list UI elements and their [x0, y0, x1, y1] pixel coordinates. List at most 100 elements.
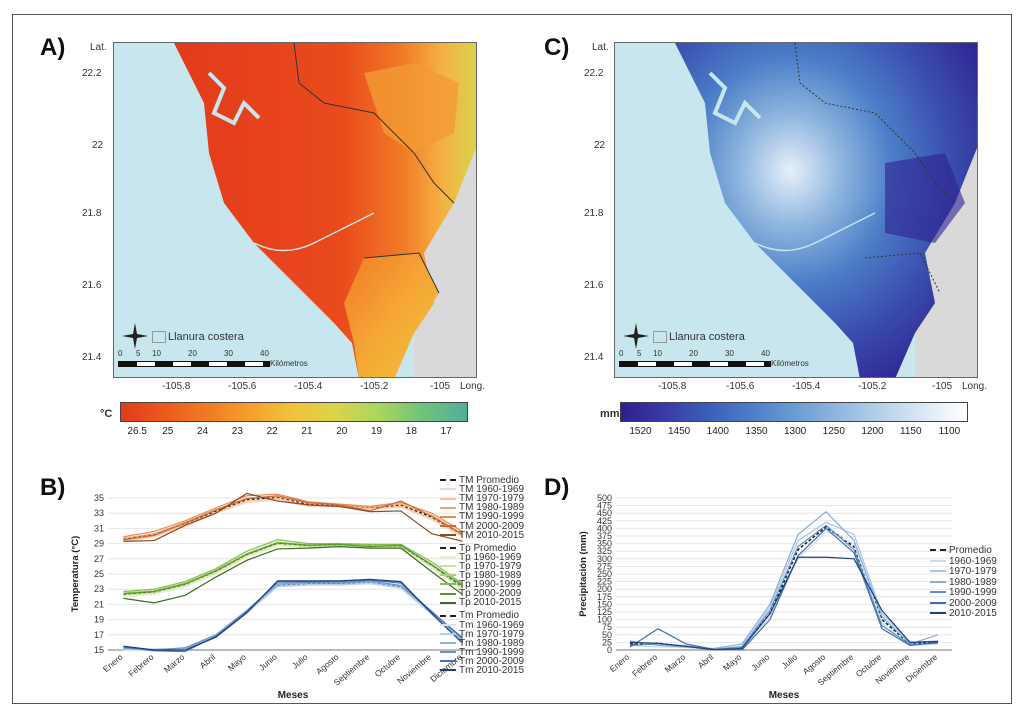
y-tick-label: 275 — [597, 561, 612, 571]
y-tick-label: 125 — [597, 607, 612, 617]
series-line — [123, 582, 463, 651]
y-tick-label: 300 — [597, 554, 612, 564]
y-tick-label: 375 — [597, 531, 612, 541]
x-tick-label: Abril — [696, 652, 716, 671]
legend-swatch — [930, 570, 946, 573]
temperature-map-graphic — [174, 43, 476, 377]
long-tick-5: -105 — [430, 381, 451, 392]
legend-label: Promedio — [949, 545, 992, 556]
y-tick-label: 31 — [94, 523, 104, 533]
scale-bar — [118, 361, 270, 367]
legend-label: 1990-1999 — [949, 587, 997, 598]
y-tick-label: 0 — [607, 645, 612, 655]
legend-entry: Tp 2010-2015 — [440, 597, 521, 608]
legend-label: Tm 1990-1999 — [459, 646, 525, 658]
x-tick-label: Julio — [290, 652, 310, 671]
series-line — [123, 495, 463, 541]
lat-tick-5: 21.4 — [82, 352, 102, 363]
x-tick-label: Junio — [749, 652, 771, 673]
precipitation-map-graphic — [675, 43, 977, 377]
long-tick-2-c: -105.6 — [726, 381, 755, 392]
colorbar-tick: 26.5 — [127, 426, 147, 437]
colorbar-tick: 22 — [266, 426, 278, 437]
legend-swatch — [930, 612, 946, 615]
y-axis-label: Temperatura (°C) — [70, 536, 81, 612]
legend-label: Tp 2000-2009 — [459, 588, 522, 600]
compass-rose-icon — [122, 323, 148, 349]
y-tick-label: 17 — [94, 630, 104, 640]
legend-swatch — [440, 524, 456, 527]
scale-tick-5: 5 — [136, 349, 141, 358]
scale-unit: Kilómetros — [771, 359, 809, 368]
series-line — [123, 580, 463, 651]
legend-swatch — [440, 488, 456, 491]
southern-highlands — [344, 253, 439, 377]
series-line — [123, 493, 463, 538]
long-tick-5-c: -105 — [932, 381, 953, 392]
y-tick-label: 150 — [597, 599, 612, 609]
long-tick-3: -105.4 — [294, 381, 323, 392]
legend-label: 1960-1969 — [949, 555, 997, 567]
northern-highlands — [364, 63, 459, 153]
legend-entry: Tm 1970-1979 — [440, 629, 524, 640]
legend-label: Tm 2010-2015 — [459, 665, 525, 676]
legend-label: Tm 1960-1969 — [459, 619, 525, 631]
legend-label: TM 1970-1979 — [459, 493, 525, 505]
legend-swatch — [930, 580, 946, 583]
colorbar-tick: 18 — [405, 426, 417, 437]
lat-tick-5-c: 21.4 — [584, 352, 604, 363]
y-tick-label: 25 — [602, 637, 612, 647]
y-tick-label: 27 — [94, 554, 104, 564]
x-tick-label: Marzo — [162, 652, 187, 675]
series-line — [123, 543, 463, 596]
legend-entry: Tm 1960-1969 — [440, 620, 524, 631]
legend-swatch — [440, 479, 456, 482]
legend-label: TM 1980-1989 — [459, 502, 525, 514]
legend-entry: Tm 2010-2015 — [440, 665, 524, 676]
lat-tick-1: 22.2 — [82, 68, 102, 79]
series-line — [629, 527, 939, 651]
legend-label: Tp 2010-2015 — [459, 597, 522, 609]
y-tick-label: 100 — [597, 615, 612, 625]
precip-unit-label: mm — [600, 408, 620, 420]
long-tick-1: -105.8 — [162, 381, 191, 392]
y-tick-label: 450 — [597, 508, 612, 518]
legend-label: TM 1960-1969 — [459, 484, 525, 496]
colorbar-tick: 1250 — [822, 426, 845, 437]
scale-tick-10: 10 — [152, 349, 161, 358]
legend-swatch — [930, 591, 946, 594]
y-tick-label: 25 — [94, 569, 104, 579]
temperature-colorbar — [120, 402, 468, 422]
y-tick-label: 500 — [597, 493, 612, 503]
scale-tick-30: 30 — [725, 349, 734, 358]
figure-frame — [12, 14, 1012, 704]
x-tick-label: Marzo — [663, 652, 688, 675]
legend-label: 1970-1979 — [949, 566, 997, 577]
x-tick-label: Enero — [101, 652, 125, 674]
scale-tick-20: 20 — [188, 349, 197, 358]
colorbar-tick: 1520 — [629, 426, 652, 437]
colorbar-tick: 17 — [440, 426, 452, 437]
legend-swatch — [440, 547, 456, 550]
long-label-c: Long. — [962, 381, 988, 392]
series-line — [629, 556, 939, 651]
legend-entry: Tp Promedio — [440, 543, 516, 554]
legend-label: Tp 1990-1999 — [459, 579, 522, 591]
colorbar-tick: 1300 — [784, 426, 807, 437]
series-line — [123, 492, 463, 542]
x-tick-label: Agosto — [314, 652, 341, 677]
series-line — [123, 542, 463, 595]
legend-swatch — [440, 669, 456, 672]
long-tick-4-c: -105.2 — [858, 381, 887, 392]
legend-swatch — [440, 601, 456, 604]
legend-swatch — [440, 533, 456, 536]
legend-entry: Tp 1990-1999 — [440, 579, 521, 590]
panel-label-d: D) — [544, 474, 570, 501]
legend-entry: TM 1980-1989 — [440, 502, 524, 513]
y-tick-label: 400 — [597, 523, 612, 533]
temperature-chart: 15 17 19 21 23 25 27 29 31 33 35 Enero Febrero Marzo A… — [70, 492, 478, 701]
lat-tick-3: 21.8 — [82, 208, 102, 219]
legend-label: TM Promedio — [459, 475, 520, 486]
legend-entry: 2000-2009 — [930, 598, 997, 609]
scale-bar — [619, 361, 771, 367]
